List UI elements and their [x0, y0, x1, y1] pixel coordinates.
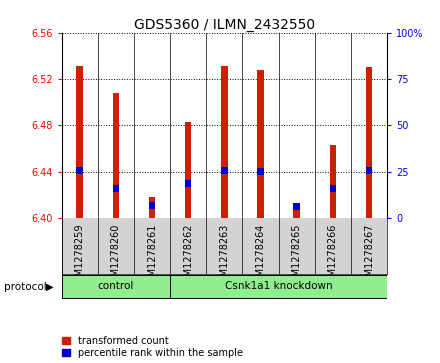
Bar — [77, 66, 83, 218]
Bar — [366, 68, 372, 218]
Bar — [221, 167, 227, 174]
Title: GDS5360 / ILMN_2432550: GDS5360 / ILMN_2432550 — [134, 18, 315, 32]
Bar — [185, 122, 191, 218]
Text: GSM1278264: GSM1278264 — [256, 223, 266, 289]
Bar — [113, 93, 119, 218]
Text: ▶: ▶ — [46, 282, 54, 292]
Text: GSM1278265: GSM1278265 — [292, 223, 302, 289]
Text: control: control — [98, 281, 134, 291]
Bar — [330, 145, 336, 218]
Bar — [293, 203, 300, 218]
Legend: transformed count, percentile rank within the sample: transformed count, percentile rank withi… — [62, 336, 242, 358]
Text: GSM1278261: GSM1278261 — [147, 223, 157, 289]
Bar — [257, 70, 264, 218]
Bar — [366, 167, 372, 174]
Bar — [62, 275, 170, 298]
Bar — [257, 168, 264, 175]
Bar — [170, 275, 387, 298]
Text: GSM1278262: GSM1278262 — [183, 223, 193, 289]
Bar — [113, 185, 119, 192]
Text: GSM1278259: GSM1278259 — [75, 223, 84, 289]
Text: GSM1278260: GSM1278260 — [111, 223, 121, 289]
Text: Csnk1a1 knockdown: Csnk1a1 knockdown — [225, 281, 333, 291]
Text: protocol: protocol — [4, 282, 47, 292]
Text: GSM1278263: GSM1278263 — [220, 223, 229, 289]
Bar — [293, 203, 300, 210]
Bar — [77, 167, 83, 174]
Text: GSM1278266: GSM1278266 — [328, 223, 338, 289]
Bar — [149, 197, 155, 218]
Bar — [149, 201, 155, 209]
Bar — [330, 185, 336, 192]
Text: GSM1278267: GSM1278267 — [364, 223, 374, 289]
Bar — [221, 66, 227, 218]
Bar — [185, 180, 191, 187]
